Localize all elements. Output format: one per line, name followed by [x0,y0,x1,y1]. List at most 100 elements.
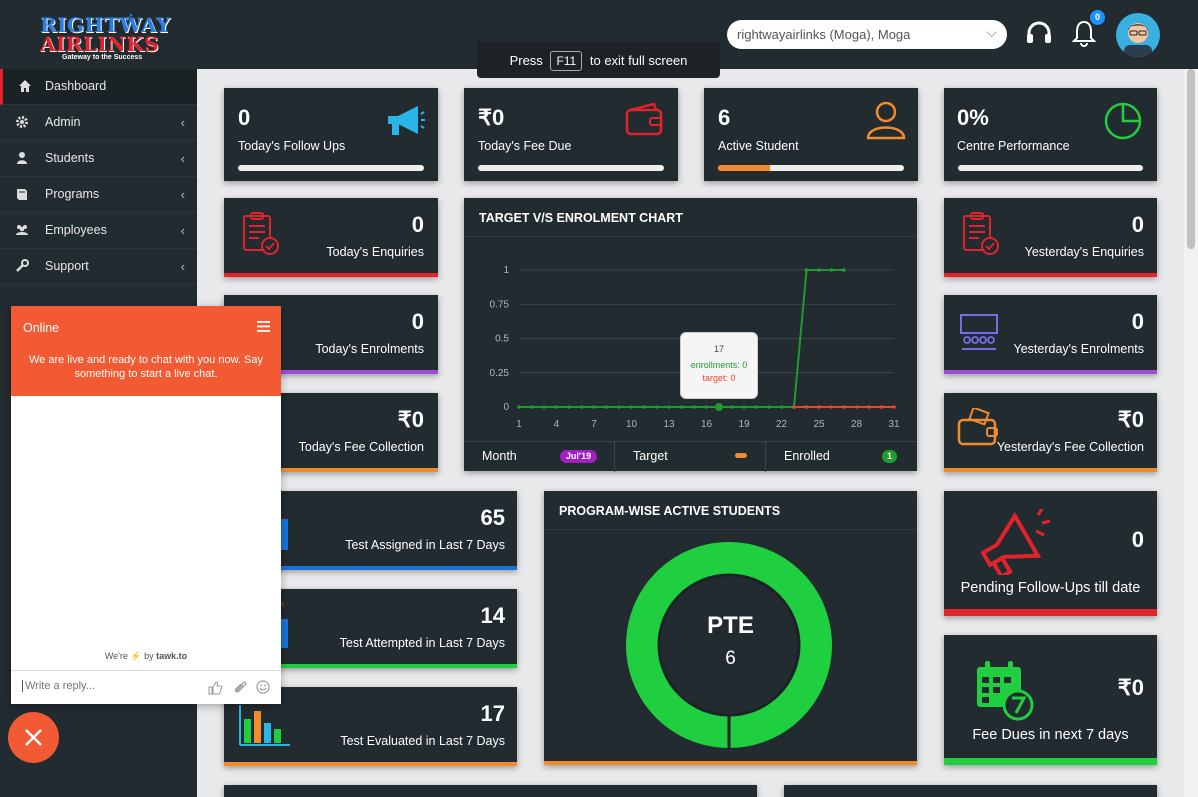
card-test-evaluated[interactable]: 17 Test Evaluated in Last 7 Days [224,687,517,766]
data-point-enrollments [617,405,621,409]
enrolled-badge: 1 [882,450,897,463]
wallet-icon [625,102,663,136]
chat-input-bar [11,670,281,704]
card-pending-follow-ups[interactable]: 0 Pending Follow-Ups till date [944,491,1157,616]
card-yesterday-enquiries[interactable]: 0 Yesterday's Enquiries [944,198,1157,277]
chevron-left-icon: ‹ [180,223,185,238]
x-tick-label: 4 [554,419,560,430]
card-today-fee-due[interactable]: ₹0 Today's Fee Due [464,88,678,181]
sidebar-item-support[interactable]: Support ‹ [0,249,197,285]
avatar[interactable] [1116,13,1160,57]
branch-select[interactable]: rightwayairlinks (Moga), Moga ⌵ [727,20,1007,49]
chat-close-button[interactable] [8,712,59,763]
data-point-enrollments [767,405,771,409]
fullscreen-notice: Press F11 to exit full screen [477,42,720,78]
data-point-enrollments [754,405,759,409]
x-tick-label: 13 [663,419,675,430]
lightning-icon: ⚡ [130,651,142,661]
paperclip-icon[interactable] [233,680,247,695]
chat-branding[interactable]: We're ⚡ by tawk.to [104,651,188,661]
clipboard-check-icon [963,212,999,255]
card-yesterday-enrolments[interactable]: 0 Yesterday's Enrolments [944,295,1157,374]
data-point-target [892,405,896,409]
classroom-icon [960,314,998,350]
chevron-down-icon: ⌵ [986,24,997,40]
chart-title: TARGET V/S ENROLMENT CHART [479,211,683,225]
progress-bar [478,165,664,171]
chat-reply-input[interactable] [22,680,192,692]
card-yesterday-fee-collection[interactable]: ₹0 Yesterday's Fee Collection [944,393,1157,472]
clipboard-check-icon [243,212,279,255]
progress-bar [718,165,904,171]
chevron-left-icon: ‹ [180,151,185,166]
calendar-7-icon [977,661,1034,721]
data-point-enrollments [692,405,696,409]
card-fee-dues-next-7-days[interactable]: ₹0 Fee Dues in next 7 days [944,635,1157,765]
emoji-icon[interactable] [256,680,270,694]
month-badge: Jul'19 [560,450,597,463]
data-point-target [842,405,846,409]
hamburger-menu-icon[interactable] [257,321,270,332]
card-bottom-left [224,785,757,797]
data-point-target [854,405,859,409]
y-tick-label: 1 [503,265,509,276]
chevron-left-icon: ‹ [180,187,185,202]
x-tick-label: 7 [591,419,597,430]
sidebar-item-programs[interactable]: Programs ‹ [0,177,197,213]
live-chat-widget: Online We are live and ready to chat wit… [11,306,281,704]
data-point-target [867,405,871,409]
data-point-enrollments [729,405,734,409]
data-point-enrollments [742,405,746,409]
sidebar-item-dashboard[interactable]: Dashboard [0,69,197,105]
data-point-enrollments [579,405,584,409]
headset-icon[interactable] [1024,18,1054,48]
wallet-cash-icon [957,408,998,446]
data-point-enrollments [604,405,609,409]
book-icon [17,189,27,200]
bell-icon[interactable] [1069,18,1099,48]
data-point-target [879,405,884,409]
chat-header: Online We are live and ready to chat wit… [11,306,281,396]
data-point-enrollments [842,268,846,272]
data-point-enrollments [529,405,534,409]
donut-center-value: 6 [725,648,736,669]
donut-center-label: PTE [707,612,754,639]
brand-logo[interactable]: RIGHTWAY AIRLINKS Gateway to the Success… [40,10,171,61]
card-active-student[interactable]: 6 Active Student [704,88,918,181]
megaphone-icon [980,509,1051,575]
card-today-follow-ups[interactable]: 0 Today's Follow Ups [224,88,438,181]
wrench-icon [16,259,29,272]
data-point-enrollments [804,268,809,272]
y-tick-label: 0 [503,402,509,413]
data-point-enrollments [817,268,821,272]
card-today-enquiries[interactable]: 0 Today's Enquiries [224,198,438,277]
data-point-target [817,405,821,409]
chart-tooltip: 17 enrollments: 0 target: 0 [680,332,758,399]
chevron-left-icon: ‹ [180,115,185,130]
sidebar-item-students[interactable]: Students ‹ [0,141,197,177]
sidebar-item-employees[interactable]: Employees ‹ [0,213,197,249]
x-tick-label: 22 [776,419,788,430]
x-tick-label: 31 [888,419,900,430]
bird-icon: ➶ [124,10,135,24]
sidebar-item-admin[interactable]: Admin ‹ [0,105,197,141]
page-scrollbar[interactable] [1184,69,1198,797]
gear-icon [16,116,28,128]
home-icon [19,80,31,92]
card-centre-performance[interactable]: 0% Centre Performance [944,88,1157,181]
notification-badge: 0 [1090,10,1105,25]
data-point-highlight [715,403,723,411]
user-icon [17,152,27,164]
data-point-enrollments [567,405,571,409]
data-point-enrollments [542,405,546,409]
data-point-target [804,405,809,409]
scrollbar-thumb[interactable] [1187,69,1195,249]
x-tick-label: 16 [701,419,713,430]
close-icon [25,729,42,746]
data-point-enrollments [642,405,646,409]
data-point-enrollments [654,405,659,409]
target-vs-enrolment-chart: TARGET V/S ENROLMENT CHART 0 0.25 0.5 0.75 1… [464,198,917,472]
thumbs-up-icon[interactable] [208,681,223,695]
data-point-enrollments [829,268,834,272]
donut-chart-svg[interactable] [625,541,833,749]
